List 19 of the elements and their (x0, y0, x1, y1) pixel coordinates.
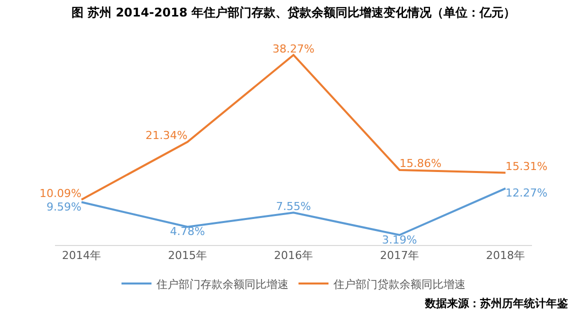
data-label: 7.55% (276, 200, 311, 213)
x-tick-label: 2017年 (380, 249, 419, 262)
x-tick-label: 2015年 (168, 249, 207, 262)
data-label: 21.34% (146, 129, 188, 142)
data-label: 3.19% (382, 233, 417, 246)
data-label: 15.31% (506, 160, 548, 174)
x-tick-label: 2014年 (62, 249, 101, 262)
data-label: 9.59% (46, 200, 82, 214)
data-label: 10.09% (40, 186, 82, 200)
legend-label: 住户部门贷款余额同比增速 (334, 278, 466, 291)
data-label: 12.27% (506, 186, 548, 200)
source-note: 数据来源：苏州历年统计年鉴 (424, 297, 568, 310)
data-label: 4.78% (170, 225, 205, 238)
x-tick-label: 2018年 (486, 249, 525, 262)
data-label: 15.86% (400, 157, 442, 170)
data-label: 38.27% (272, 42, 314, 56)
chart-title: 图 苏州 2014-2018 年住户部门存款、贷款余额同比增速变化情况（单位：亿元） (71, 6, 516, 20)
x-tick-label: 2016年 (274, 249, 313, 262)
legend-label: 住户部门存款余额同比增速 (156, 278, 288, 291)
